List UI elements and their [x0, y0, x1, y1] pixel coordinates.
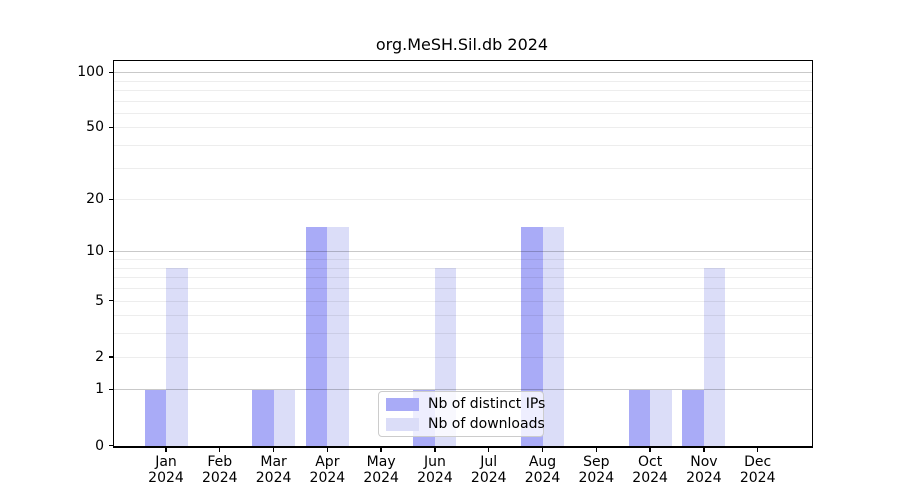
x-axis-tick — [488, 448, 490, 452]
y-axis-tick-label: 20 — [86, 191, 104, 208]
gridline-minor — [114, 112, 812, 114]
gridline-major — [114, 251, 812, 253]
legend-swatch-downloads — [386, 417, 419, 431]
bar-distinct-ips — [252, 389, 274, 446]
gridline-minor — [114, 259, 812, 261]
y-axis-tick-label: 5 — [95, 292, 104, 309]
x-axis-tick-label: Nov 2024 — [686, 454, 722, 486]
y-axis-tick — [109, 445, 113, 447]
bar-downloads — [166, 268, 188, 446]
x-axis-tick-label: Sep 2024 — [578, 454, 615, 486]
x-axis-tick-label: Dec 2024 — [739, 454, 776, 486]
legend-entry-distinct-ips: Nb of distinct IPs — [386, 396, 545, 412]
x-axis-tick — [326, 448, 329, 452]
gridline-minor — [114, 80, 812, 82]
x-axis-tick — [165, 448, 167, 452]
x-axis-tick-label: Feb 2024 — [201, 454, 238, 486]
bar-downloads — [542, 226, 565, 446]
gridline-minor — [114, 167, 812, 169]
legend-swatch-distinct-ips — [386, 397, 419, 411]
y-axis-tick — [109, 126, 113, 129]
gridline-minor — [114, 145, 812, 147]
y-axis-tick — [109, 71, 113, 73]
bar-distinct-ips — [682, 389, 704, 446]
x-axis-tick-label: Mar 2024 — [255, 454, 292, 486]
y-axis-tick — [109, 356, 113, 358]
x-axis-tick — [649, 448, 651, 452]
legend: Nb of distinct IPs Nb of downloads — [378, 391, 545, 437]
x-axis-tick — [756, 448, 759, 452]
legend-label-distinct-ips: Nb of distinct IPs — [428, 396, 546, 412]
gridline-minor — [114, 100, 812, 102]
x-axis-tick — [434, 448, 436, 452]
y-axis-tick-label: 100 — [77, 64, 104, 81]
y-axis-tick — [109, 388, 113, 391]
bar-distinct-ips — [144, 389, 166, 446]
y-axis-tick — [109, 300, 113, 302]
bar-downloads — [327, 226, 349, 446]
bar-distinct-ips — [628, 389, 651, 446]
bar-downloads — [273, 389, 296, 446]
y-axis-tick-label: 1 — [95, 381, 104, 398]
x-axis-tick — [219, 448, 221, 452]
legend-entry-downloads: Nb of downloads — [386, 416, 545, 432]
y-axis-tick-label: 10 — [86, 243, 104, 260]
y-axis-tick-label: 0 — [95, 437, 104, 454]
chart-title: org.MeSH.Sil.db 2024 — [375, 35, 549, 54]
x-axis-tick-label: Jul 2024 — [470, 454, 507, 486]
bar-downloads — [703, 268, 726, 446]
bar-distinct-ips — [305, 226, 328, 446]
gridline-minor — [114, 89, 812, 91]
x-axis-tick-label: Apr 2024 — [309, 454, 346, 486]
x-axis-tick — [272, 448, 275, 452]
gridline-minor — [114, 127, 812, 129]
y-axis-tick-label: 2 — [95, 348, 104, 365]
gridline-minor — [114, 199, 812, 201]
x-axis-tick-label: Aug 2024 — [524, 454, 561, 486]
x-axis-tick — [595, 448, 597, 452]
x-axis-tick — [541, 448, 544, 452]
x-axis-tick — [703, 448, 705, 452]
bar-downloads — [650, 389, 672, 446]
plot-area: 0 1 2 5 10 20 50 100 Jan 2024 Feb 2024 Mar 2024 Apr… — [77, 60, 813, 486]
y-axis-tick — [109, 250, 113, 253]
x-axis-tick-label: Oct 2024 — [632, 454, 668, 486]
x-axis-tick-label: May 2024 — [363, 454, 399, 486]
y-axis-tick — [109, 198, 113, 201]
x-axis-tick-label: Jun 2024 — [417, 454, 453, 486]
legend-label-downloads: Nb of downloads — [428, 416, 545, 432]
x-axis-tick-label: Jan 2024 — [148, 454, 184, 486]
y-axis-tick-label: 50 — [86, 119, 104, 136]
x-axis-tick — [380, 448, 382, 452]
gridline-major — [114, 72, 812, 74]
